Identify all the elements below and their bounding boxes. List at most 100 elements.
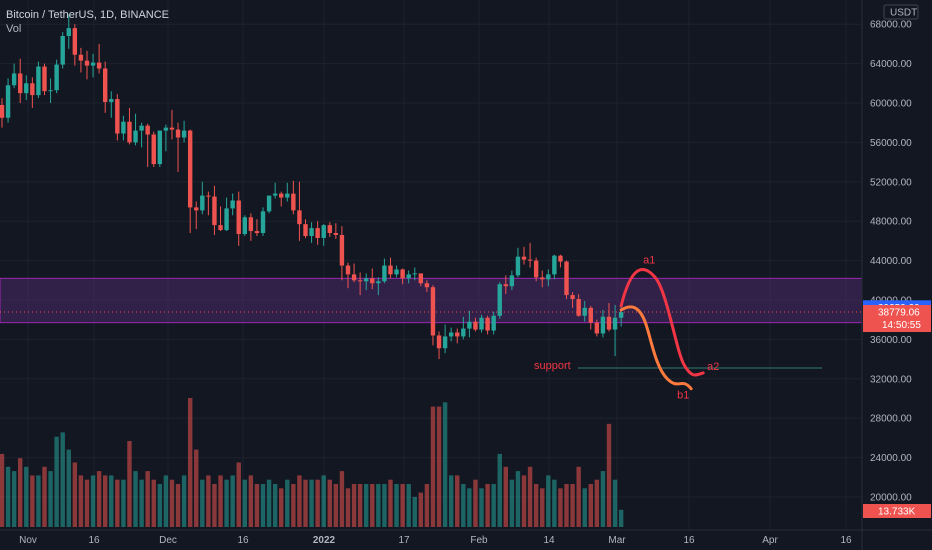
volume-bar xyxy=(400,484,405,527)
volume-bar xyxy=(527,466,533,527)
candle-body xyxy=(121,121,126,134)
volume-bar xyxy=(370,484,375,527)
volume-bar xyxy=(54,436,59,527)
candle-body xyxy=(515,256,521,276)
symbol-title[interactable]: Bitcoin / TetherUS, 1D, BINANCE xyxy=(6,9,170,21)
volume-bar xyxy=(266,479,272,527)
volume-bar xyxy=(11,471,17,527)
volume-bar xyxy=(230,475,235,527)
candle-body xyxy=(194,207,199,211)
volume-bar xyxy=(345,488,351,527)
volume-bar xyxy=(139,479,144,527)
volume-bar xyxy=(509,479,515,527)
y-tick-label: 48000.00 xyxy=(870,217,912,228)
candle-body xyxy=(139,125,144,131)
candle-body xyxy=(291,193,296,211)
candle-body xyxy=(430,287,436,336)
projection-path-b[interactable] xyxy=(619,305,693,391)
candle-body xyxy=(230,200,235,209)
volume-bar xyxy=(546,475,551,527)
volume-bar xyxy=(285,479,290,527)
candle-body xyxy=(187,130,193,208)
x-tick-label: Dec xyxy=(159,535,177,546)
candle-body xyxy=(588,307,593,323)
volume-bar xyxy=(388,479,393,527)
candle-body xyxy=(279,193,284,198)
candle-body xyxy=(594,322,600,334)
volume-bar xyxy=(175,484,181,527)
candle-body xyxy=(60,36,65,65)
volume-bar xyxy=(72,462,78,527)
candle-body xyxy=(448,332,454,337)
candle-body xyxy=(473,321,478,330)
candle-body xyxy=(370,278,375,284)
volume-bar xyxy=(382,484,387,527)
volume-bar xyxy=(151,479,156,527)
candle-body xyxy=(521,256,527,260)
volume-bar xyxy=(78,475,84,527)
y-tick-label: 68000.00 xyxy=(870,20,912,31)
candle-body xyxy=(333,233,339,235)
volume-bar xyxy=(582,488,587,527)
volume-bar xyxy=(503,466,509,527)
volume-label[interactable]: Vol xyxy=(6,23,22,35)
candle-body xyxy=(175,129,181,138)
candle-body xyxy=(357,280,363,282)
candle-body xyxy=(345,265,351,275)
time-axis[interactable]: Nov 16 Dec 16 2022 17 Feb 14 Mar 16 Apr 16 xyxy=(0,529,932,546)
volume-bar xyxy=(48,471,53,527)
volume-bar xyxy=(109,475,114,527)
volume-bar xyxy=(321,475,326,527)
annotation-a2: a2 xyxy=(707,361,719,373)
y-tick-label: 56000.00 xyxy=(870,138,912,149)
candle-body xyxy=(600,316,606,334)
volume-bar xyxy=(121,479,126,527)
candle-body xyxy=(570,295,575,300)
volume-bar xyxy=(424,484,430,527)
volume-bar xyxy=(515,471,521,527)
volume-bar xyxy=(24,466,29,527)
candle-body xyxy=(606,316,612,330)
y-tick-label: 28000.00 xyxy=(870,414,912,425)
volume-bar xyxy=(558,488,563,527)
volume-bar xyxy=(115,479,120,527)
volume-bar xyxy=(394,484,399,527)
volume-bar xyxy=(66,449,71,527)
candle-body xyxy=(418,273,424,284)
candle-body xyxy=(66,28,71,37)
x-tick-label: 16 xyxy=(237,535,249,546)
candle-body xyxy=(382,265,387,282)
candle-body xyxy=(224,208,229,231)
volume-bar xyxy=(248,475,254,527)
price-axis[interactable]: 68000.00 64000.00 60000.00 56000.00 52000.00… xyxy=(861,0,919,550)
candle-body xyxy=(552,255,557,275)
volume-bars xyxy=(0,398,624,527)
volume-bar xyxy=(242,479,247,527)
candle-body xyxy=(527,259,533,261)
x-tick-label: Nov xyxy=(19,535,37,546)
candle-body xyxy=(327,225,332,234)
projection-path-a[interactable] xyxy=(619,268,705,377)
candle-body xyxy=(42,66,47,92)
volume-bar xyxy=(30,475,35,527)
volume-bar xyxy=(60,432,65,527)
volume-bar xyxy=(42,466,47,527)
volume-bar xyxy=(309,479,314,527)
currency-box[interactable] xyxy=(883,4,919,20)
volume-bar xyxy=(564,484,569,527)
support-label: support xyxy=(534,360,571,372)
candle-body xyxy=(54,64,59,91)
annotation-a1: a1 xyxy=(643,254,655,266)
candle-body xyxy=(0,104,5,118)
volume-bar xyxy=(194,449,199,527)
drawings: support a1 a2 b1 xyxy=(0,254,862,402)
volume-bar xyxy=(594,479,600,527)
candle-body xyxy=(36,66,41,96)
volume-bar xyxy=(485,484,490,527)
volume-bar xyxy=(521,475,527,527)
volume-bar xyxy=(272,484,278,527)
candle-body xyxy=(576,299,581,316)
candle-body xyxy=(151,134,156,165)
candle-body xyxy=(212,196,217,226)
